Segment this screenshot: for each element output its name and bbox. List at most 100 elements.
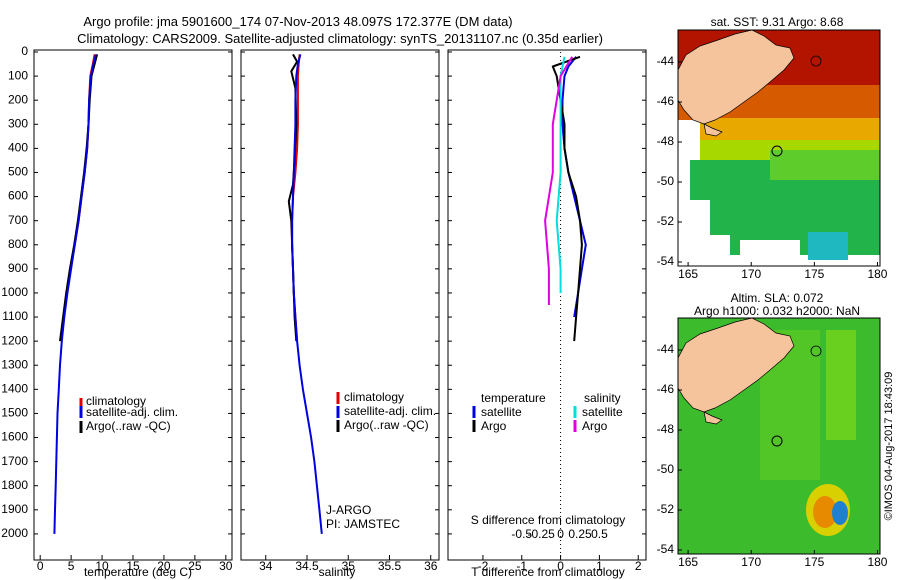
x-tick-label: 30 (219, 559, 233, 573)
sst-map-axes: 165 170 175 180 -44 -46 -48 -50 -52 -54 (657, 54, 888, 281)
difference-legend: temperature salinity satellite Argo sate… (472, 391, 623, 433)
x-tick-label: 34 (259, 559, 273, 573)
sst-map-title: sat. SST: 9.31 Argo: 8.68 (711, 15, 844, 29)
sst-cool-patch (808, 232, 848, 260)
lat-tick-label: -54 (657, 254, 675, 268)
depth-tick-label: 1400 (1, 382, 28, 396)
temperature-xlabel: temperature (deg C) (84, 565, 192, 579)
legend-climatology-label: climatology (344, 390, 404, 404)
lon-tick-label: 175 (804, 555, 824, 569)
sla-eddy-cold (832, 501, 848, 525)
depth-axis: 0 100 200 300 400 500 600 700 800 900 1000 1100 1200… (1, 44, 28, 540)
depth-tick-label: 800 (8, 237, 28, 251)
lat-tick-label: -44 (657, 54, 675, 68)
x-tick-label: 1 (596, 559, 603, 573)
salinity-series (287, 53, 323, 534)
figure-title-line1: Argo profile: jma 5901600_174 07-Nov-201… (83, 14, 512, 29)
depth-tick-label: 0 (21, 44, 28, 58)
lon-tick-label: 165 (678, 555, 698, 569)
x-tick-label: 10 (95, 559, 109, 573)
temperature-legend: climatology satellite-adj. clim. Argo(..… (79, 394, 178, 433)
chatham-bathymetry-contour (810, 55, 822, 67)
series-line-t-argo (551, 55, 583, 342)
sla-eddy-warm (813, 496, 837, 528)
sla-map-title-line2: Argo h1000: 0.032 h2000: NaN (694, 304, 860, 318)
lat-tick-label: -50 (657, 462, 675, 476)
legend-t-satellite-label: satellite (481, 405, 522, 419)
south-island-landmass (678, 30, 795, 125)
depth-tick-label: 600 (8, 189, 28, 203)
figure-title-line2: Climatology: CARS2009. Satellite-adjuste… (77, 31, 603, 46)
depth-tick-label: 1100 (2, 309, 28, 323)
depth-tick-label: 1800 (1, 478, 28, 492)
sla-map-panel: Altim. SLA: 0.072 Argo h1000: 0.032 h200… (657, 291, 895, 569)
depth-tick-label: 400 (8, 141, 28, 155)
depth-tick-label: 1200 (1, 333, 28, 347)
lat-tick-label: -52 (657, 214, 675, 228)
chatham-bathymetry-contour (810, 345, 822, 357)
s-difference-x-axis: -0.5-0.25 0 0.25 0.5 (511, 527, 608, 541)
s-tick-label: 0.5 (591, 527, 608, 541)
depth-tick-label: 1900 (1, 502, 28, 516)
x-tick-label: 34.5 (295, 559, 319, 573)
salinity-xlabel: salinity (319, 565, 356, 579)
lon-tick-label: 175 (804, 267, 824, 281)
depth-tick-label: 2000 (1, 526, 28, 540)
temperature-x-axis: 0 5 10 15 20 25 30 (37, 555, 233, 573)
salinity-x-axis: 34 34.5 35 35.5 36 (259, 555, 438, 573)
legend-argo-label: Argo(..raw -QC) (86, 419, 171, 433)
x-tick-label: 0 (557, 559, 564, 573)
sst-map-panel: sat. SST: 9.31 Argo: 8.68 165 170 175 180 -4… (657, 15, 888, 281)
sst-map-field (678, 30, 880, 266)
lat-tick-label: -48 (657, 422, 675, 436)
temperature-axes-frame (33, 49, 233, 561)
series-line-satellite (53, 54, 97, 534)
lat-tick-label: -50 (657, 174, 675, 188)
difference-series (544, 55, 587, 342)
salinity-axes-frame (240, 49, 440, 561)
argo-float-location-marker (771, 435, 783, 447)
sst-lightgreen-patch (770, 150, 880, 180)
imos-credit: ©IMOS 04-Aug-2017 18:43:09 (883, 372, 895, 521)
depth-tick-label: 900 (8, 261, 28, 275)
salinity-panel: 34 34.5 35 35.5 36 salinity climatology sate… (240, 49, 440, 579)
depth-tick-label: 1000 (1, 285, 28, 299)
argo-float-location-marker (771, 145, 783, 157)
pi-annotation: PI: JAMSTEC (326, 517, 400, 531)
sla-map-field (678, 318, 880, 554)
s-tick-label: -0.25 (527, 527, 555, 541)
legend-temperature-header: temperature (481, 391, 546, 405)
lat-tick-label: -48 (657, 134, 675, 148)
lon-tick-label: 180 (867, 267, 887, 281)
depth-tick-label: 500 (8, 165, 28, 179)
program-annotation: J-ARGO (326, 503, 371, 517)
lon-tick-label: 170 (741, 555, 761, 569)
depth-tick-label: 1700 (1, 454, 28, 468)
legend-satellite-label: satellite-adj. clim. (344, 404, 436, 418)
lon-tick-label: 180 (867, 555, 887, 569)
stewart-island-landmass (703, 411, 723, 425)
series-line-s-argo (544, 56, 574, 305)
lat-tick-label: -46 (657, 94, 675, 108)
sla-map-title-line1: Altim. SLA: 0.072 (731, 291, 824, 305)
temperature-series (53, 54, 99, 534)
x-tick-label: 25 (188, 559, 202, 573)
s-tick-label: 0.25 (568, 527, 592, 541)
salinity-legend: climatology satellite-adj. clim. Argo(..… (336, 390, 436, 432)
x-tick-label: 5 (68, 559, 75, 573)
lon-tick-label: 170 (741, 267, 761, 281)
x-tick-label: 36 (424, 559, 438, 573)
lat-tick-label: -44 (657, 342, 675, 356)
sst-map-frame (677, 29, 881, 267)
series-line-satellite (291, 54, 323, 534)
sla-lighter-band (826, 330, 856, 440)
x-tick-label: 0 (37, 559, 44, 573)
x-tick-label: -1 (516, 559, 527, 573)
depth-tick-label: 200 (8, 92, 28, 106)
legend-s-satellite-label: satellite (582, 405, 623, 419)
depth-tick-label: 700 (8, 213, 28, 227)
s-difference-xlabel: S difference from climatology (471, 513, 626, 527)
stewart-island-landmass (703, 123, 723, 137)
lon-tick-label: 165 (678, 267, 698, 281)
